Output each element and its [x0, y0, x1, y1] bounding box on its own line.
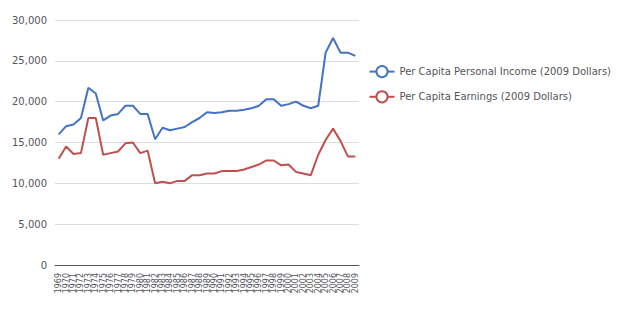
svg-text:2000: 2000 — [284, 273, 294, 294]
svg-text:1985: 1985 — [172, 273, 182, 294]
svg-text:1976: 1976 — [106, 273, 116, 294]
svg-text:30,000: 30,000 — [12, 15, 47, 26]
svg-text:2001: 2001 — [291, 273, 301, 294]
svg-text:5,000: 5,000 — [18, 219, 47, 230]
svg-text:10,000: 10,000 — [12, 178, 47, 189]
svg-text:2008: 2008 — [343, 273, 353, 294]
svg-text:1969: 1969 — [54, 273, 64, 294]
svg-text:1997: 1997 — [261, 273, 271, 294]
svg-text:20,000: 20,000 — [12, 96, 47, 107]
svg-text:1984: 1984 — [165, 273, 175, 294]
svg-text:1995: 1995 — [247, 273, 256, 294]
svg-text:1970: 1970 — [61, 273, 71, 294]
svg-text:1992: 1992 — [224, 273, 234, 294]
svg-text:1996: 1996 — [254, 273, 264, 294]
svg-text:1980: 1980 — [135, 273, 145, 294]
svg-text:2006: 2006 — [328, 273, 338, 294]
svg-text:0: 0 — [41, 260, 47, 271]
svg-text:1981: 1981 — [143, 273, 153, 294]
svg-text:1977: 1977 — [113, 273, 123, 294]
svg-text:Per Capita Personal Income (20: Per Capita Personal Income (2009 Dollars… — [400, 66, 612, 77]
svg-text:Per Capita Earnings (2009 Doll: Per Capita Earnings (2009 Dollars) — [400, 91, 573, 102]
svg-text:1979: 1979 — [128, 273, 138, 294]
svg-text:1993: 1993 — [232, 273, 242, 294]
svg-text:2005: 2005 — [321, 273, 331, 294]
svg-text:1973: 1973 — [83, 273, 93, 294]
svg-text:1998: 1998 — [269, 273, 279, 294]
svg-text:1991: 1991 — [217, 273, 227, 294]
svg-text:2004: 2004 — [313, 273, 323, 294]
svg-text:1986: 1986 — [180, 273, 190, 294]
svg-text:1978: 1978 — [120, 273, 130, 294]
svg-text:1983: 1983 — [158, 273, 167, 294]
svg-text:2009: 2009 — [351, 273, 360, 293]
svg-text:1975: 1975 — [98, 273, 108, 294]
svg-text:2003: 2003 — [306, 273, 316, 294]
svg-text:1982: 1982 — [150, 273, 160, 294]
svg-text:1990: 1990 — [209, 273, 219, 294]
svg-text:1994: 1994 — [239, 273, 249, 294]
svg-text:2007: 2007 — [336, 273, 345, 294]
svg-text:1987: 1987 — [187, 273, 197, 294]
svg-text:1971: 1971 — [69, 273, 78, 294]
svg-text:1999: 1999 — [276, 273, 286, 294]
svg-text:2002: 2002 — [298, 273, 308, 294]
svg-text:1974: 1974 — [91, 273, 101, 294]
svg-text:15,000: 15,000 — [12, 137, 47, 148]
svg-text:1972: 1972 — [76, 273, 86, 294]
svg-text:1988: 1988 — [195, 273, 205, 294]
svg-text:1989: 1989 — [202, 273, 212, 294]
svg-text:25,000: 25,000 — [12, 55, 47, 66]
